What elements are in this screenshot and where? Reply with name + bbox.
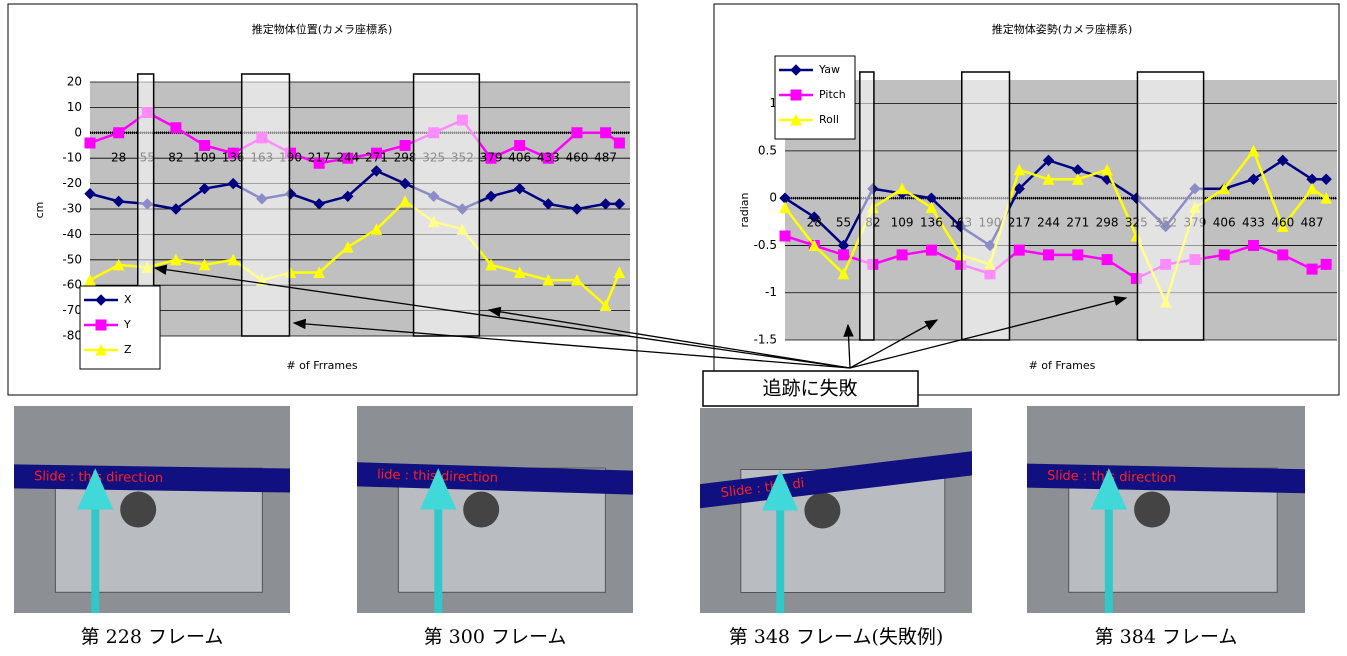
- legend-label: Roll: [819, 113, 839, 126]
- point: [96, 320, 106, 330]
- y-tick-label: -1: [765, 285, 777, 299]
- point: [572, 128, 582, 138]
- figure: 推定物体位置(カメラ座標系)# of Frramescm20100-10-20-…: [0, 0, 1347, 652]
- failure-region: [962, 72, 1010, 340]
- point: [1073, 250, 1083, 260]
- point: [839, 250, 849, 260]
- point: [926, 245, 936, 255]
- y-tick-label: 0: [769, 191, 777, 205]
- x-tick-label: 55: [836, 216, 851, 230]
- point: [1219, 250, 1229, 260]
- y-tick-label: 10: [67, 100, 82, 114]
- failure-region: [1137, 72, 1203, 340]
- y-tick-label: -10: [62, 151, 82, 165]
- caption: 第 300 フレーム: [424, 626, 567, 648]
- x-tick-label: 136: [920, 216, 943, 230]
- x-axis-label: # of Frrames: [286, 359, 357, 372]
- x-tick-label: 82: [168, 150, 183, 164]
- fan: [1134, 492, 1170, 528]
- x-axis-label: # of Frames: [1029, 359, 1096, 372]
- x-tick-label: 379: [480, 150, 503, 164]
- chart-title: 推定物体姿勢(カメラ座標系): [992, 22, 1133, 36]
- y-tick-label: -50: [62, 252, 82, 266]
- legend: [80, 286, 160, 369]
- x-tick-label: 217: [1008, 216, 1031, 230]
- y-tick-label: 20: [67, 75, 82, 89]
- photo: lide : this direction: [317, 406, 674, 613]
- x-tick-label: 271: [365, 150, 388, 164]
- legend-label: X: [124, 293, 132, 306]
- failure-region: [414, 74, 480, 336]
- point: [897, 250, 907, 260]
- point: [1307, 264, 1317, 274]
- point: [1248, 240, 1258, 250]
- y-tick-label: -1.5: [754, 333, 777, 347]
- point: [601, 128, 611, 138]
- legend-label: Z: [124, 343, 132, 356]
- point: [171, 123, 181, 133]
- point: [85, 138, 95, 148]
- x-tick-label: 433: [537, 150, 560, 164]
- point: [791, 90, 801, 100]
- x-tick-label: 109: [891, 216, 914, 230]
- y-tick-label: -80: [62, 329, 82, 343]
- x-tick-label: 406: [508, 150, 531, 164]
- legend-label: Pitch: [819, 88, 846, 101]
- point: [114, 128, 124, 138]
- y-tick-label: -0.5: [754, 238, 777, 252]
- y-tick-label: 0: [74, 125, 82, 139]
- y-tick-label: -60: [62, 278, 82, 292]
- point: [1044, 250, 1054, 260]
- x-tick-label: 406: [1213, 216, 1236, 230]
- annotation: 追跡に失敗: [762, 378, 857, 400]
- fan: [804, 493, 840, 529]
- x-tick-label: 460: [566, 150, 589, 164]
- point: [515, 141, 525, 151]
- y-tick-label: 0.5: [758, 143, 777, 157]
- chart-title: 推定物体位置(カメラ座標系): [252, 22, 393, 36]
- x-tick-label: 28: [807, 216, 822, 230]
- point: [1102, 255, 1112, 265]
- y-axis-label: cm: [33, 202, 46, 219]
- caption: 第 228 フレーム: [81, 626, 224, 648]
- point: [780, 231, 790, 241]
- point: [200, 141, 210, 151]
- y-axis-label: radian: [738, 192, 751, 227]
- failure-region: [860, 72, 874, 340]
- y-tick-label: -20: [62, 176, 82, 190]
- point: [1278, 250, 1288, 260]
- x-tick-label: 217: [308, 150, 331, 164]
- caption: 第 348 フレーム(失敗例): [729, 626, 944, 648]
- y-tick-label: -70: [62, 303, 82, 317]
- x-tick-label: 298: [1096, 216, 1119, 230]
- photo: Slide : this di: [660, 408, 1012, 613]
- x-tick-label: 244: [336, 150, 359, 164]
- legend-label: Yaw: [818, 63, 840, 76]
- x-tick-label: 487: [1301, 216, 1324, 230]
- legend-label: Y: [123, 318, 131, 331]
- x-tick-label: 109: [193, 150, 216, 164]
- fan: [463, 492, 499, 528]
- x-tick-label: 271: [1066, 216, 1089, 230]
- x-tick-label: 433: [1242, 216, 1265, 230]
- photo: Slide : this direction: [0, 406, 330, 613]
- x-tick-label: 28: [111, 150, 126, 164]
- y-tick-label: -40: [62, 227, 82, 241]
- fan: [120, 492, 156, 528]
- point: [400, 141, 410, 151]
- y-tick-label: -30: [62, 202, 82, 216]
- point: [1321, 259, 1331, 269]
- photo: Slide : this direction: [987, 406, 1345, 613]
- caption: 第 384 フレーム: [1095, 626, 1238, 648]
- point: [1014, 245, 1024, 255]
- failure-region: [242, 74, 290, 336]
- point: [614, 138, 624, 148]
- x-tick-label: 487: [594, 150, 617, 164]
- x-tick-label: 460: [1271, 216, 1294, 230]
- x-tick-label: 244: [1037, 216, 1060, 230]
